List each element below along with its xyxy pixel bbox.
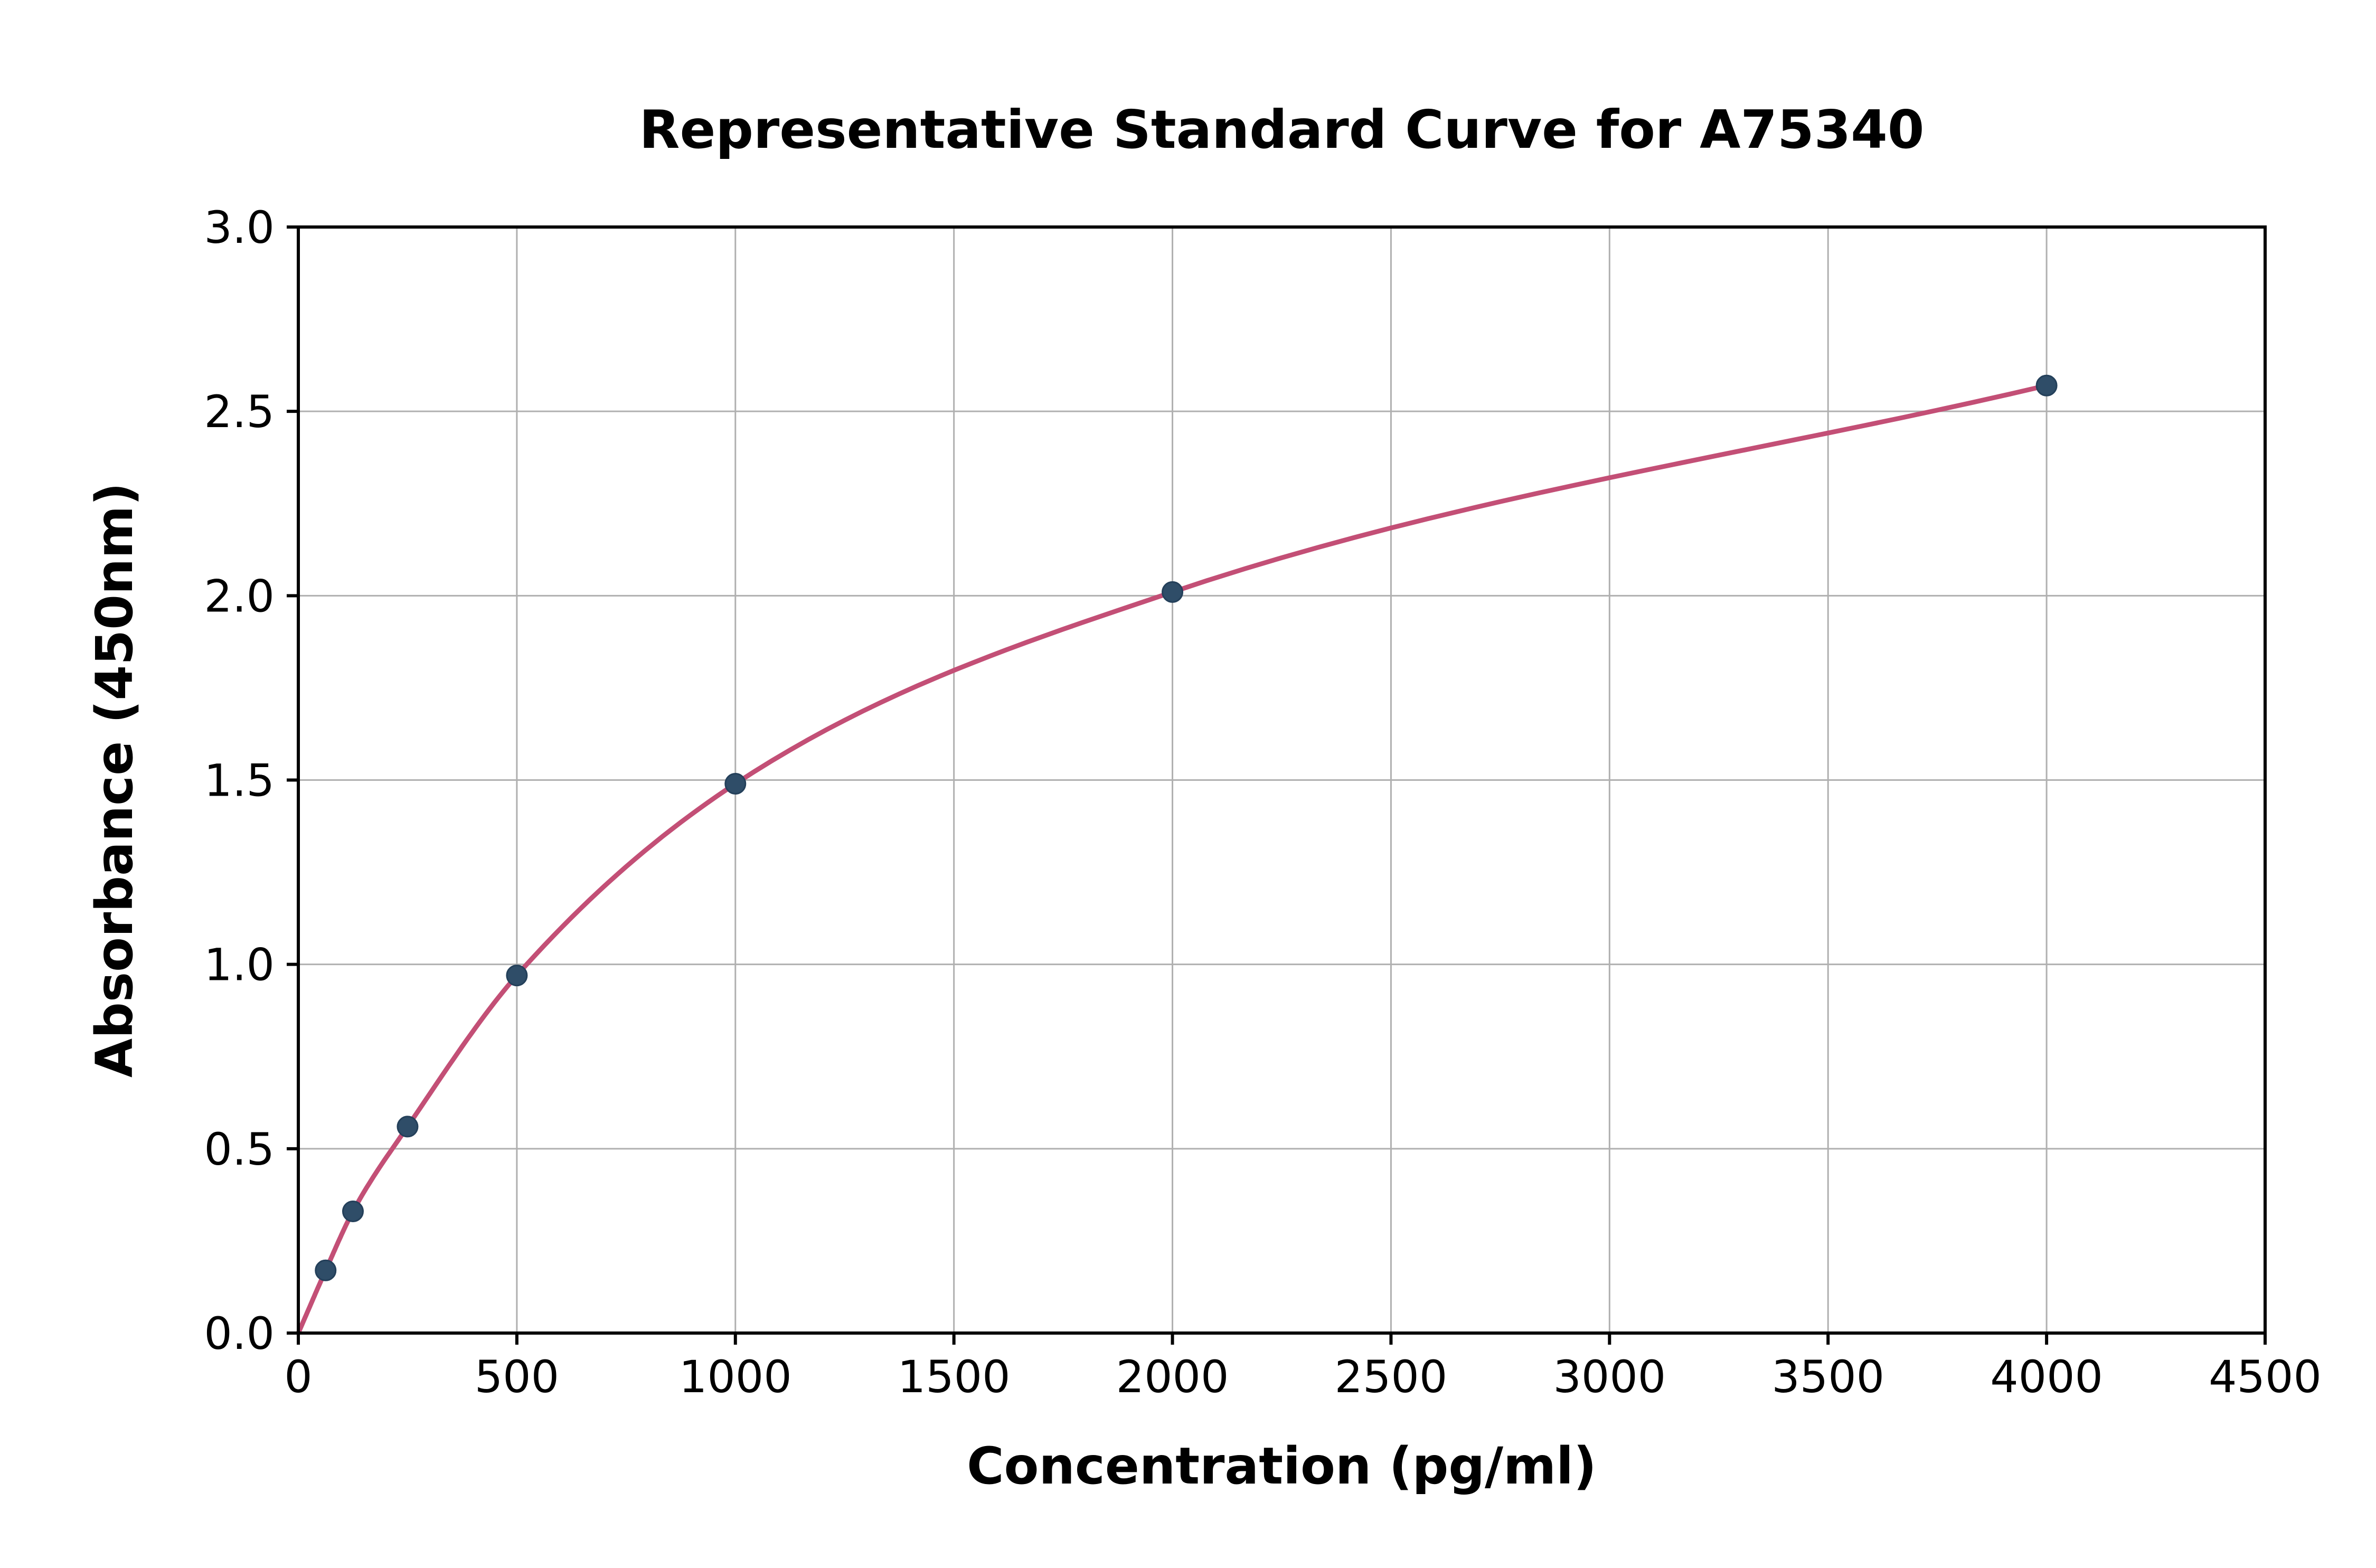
chart-title: Representative Standard Curve for A75340 xyxy=(639,99,1925,160)
y-tick-label: 1.5 xyxy=(204,755,275,807)
x-tick-labels: 0 500 1000 1500 2000 2500 3000 3500 4000 4500 xyxy=(284,1351,2322,1403)
fit-curve xyxy=(296,383,2049,1336)
x-axis-label: Concentration (pg/ml) xyxy=(967,1437,1597,1496)
y-axis-ticks xyxy=(287,225,298,1335)
y-tick-label: 2.5 xyxy=(204,386,275,438)
x-tick-label: 2500 xyxy=(1335,1351,1448,1403)
x-axis-ticks xyxy=(297,1333,2267,1345)
x-tick-label: 4500 xyxy=(2209,1351,2322,1403)
data-point xyxy=(342,1201,364,1223)
x-tick-label: 3500 xyxy=(1771,1351,1884,1403)
x-tick-label: 2000 xyxy=(1116,1351,1229,1403)
x-tick-label: 4000 xyxy=(1990,1351,2103,1403)
x-tick-label: 500 xyxy=(475,1351,559,1403)
x-tick-label: 1000 xyxy=(679,1351,792,1403)
data-point xyxy=(1162,581,1184,603)
x-tick-label: 1500 xyxy=(898,1351,1011,1403)
y-tick-label: 3.0 xyxy=(204,202,275,253)
data-point xyxy=(315,1259,337,1281)
data-point xyxy=(506,965,528,987)
y-tick-label: 2.0 xyxy=(204,570,275,622)
data-point xyxy=(397,1116,419,1138)
y-tick-labels: 0.0 0.5 1.0 1.5 2.0 2.5 3.0 xyxy=(204,202,275,1359)
x-tick-label: 3000 xyxy=(1553,1351,1666,1403)
y-axis-label: Absorbance (450nm) xyxy=(85,483,144,1078)
data-point xyxy=(724,772,747,795)
y-tick-label: 1.0 xyxy=(204,939,275,991)
x-tick-label: 0 xyxy=(284,1351,312,1403)
y-tick-label: 0.5 xyxy=(204,1123,275,1175)
data-point xyxy=(2035,374,2058,396)
data-points xyxy=(315,374,2058,1281)
y-tick-label: 0.0 xyxy=(204,1308,275,1359)
